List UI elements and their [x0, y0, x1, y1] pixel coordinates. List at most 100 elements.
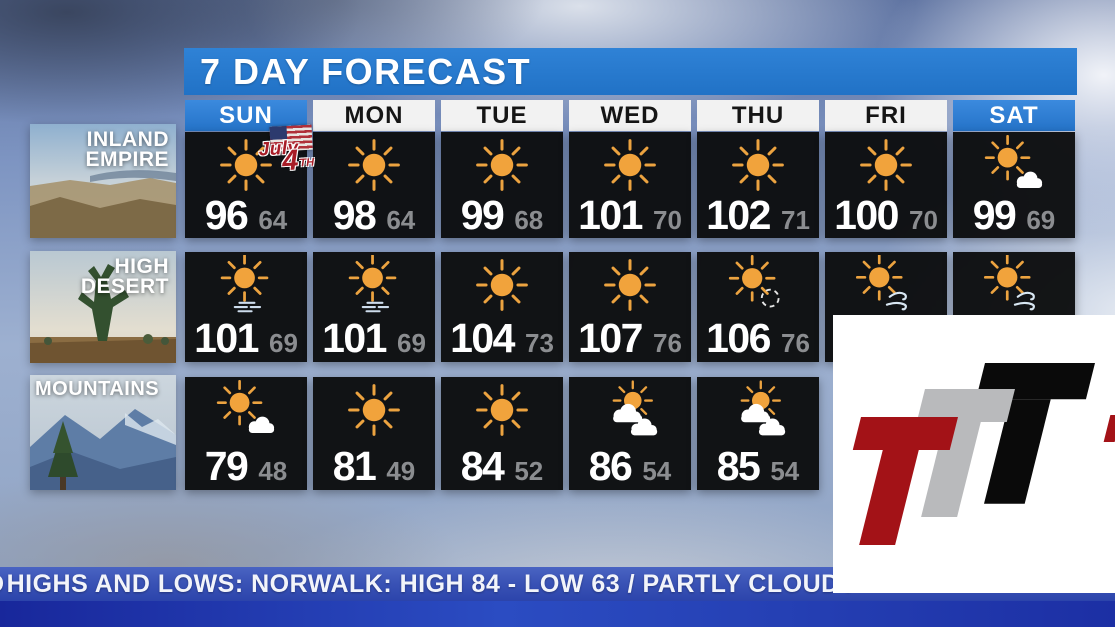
- badge-suffix: TH: [299, 156, 315, 170]
- lower-third-band: [0, 601, 1115, 627]
- region-label-line2: EMPIRE: [85, 147, 169, 171]
- sunny-windy-icon: [983, 255, 1035, 311]
- low-temp: 69: [269, 328, 298, 358]
- low-temp: 54: [642, 456, 672, 486]
- high-temp: 101: [322, 315, 387, 361]
- ticker-bar: D HIGHS AND LOWS: NORWALK: HIGH 84 - LOW…: [0, 567, 1115, 601]
- region-label: INLAND EMPIRE: [85, 128, 169, 171]
- sunny-icon: [348, 384, 400, 436]
- forecast-cell: 99 68: [441, 132, 563, 238]
- sunny-icon: [476, 384, 528, 436]
- region-tile-inland-empire: INLAND EMPIRE: [30, 124, 176, 238]
- high-temp: 81: [332, 443, 377, 489]
- day-header-wed: WED: [569, 100, 691, 131]
- forecast-cell: July 4 TH 96 64: [185, 124, 314, 238]
- badge-number: 4: [281, 144, 300, 178]
- sun-dashed-circle-icon: [728, 255, 780, 308]
- forecast-title: 7 DAY FORECAST: [200, 50, 532, 92]
- forecast-cell: 101 69: [313, 252, 435, 362]
- forecast-cell: 101 69: [185, 252, 307, 362]
- forecast-cell: 99 69: [953, 132, 1075, 238]
- sunny-haze-icon: [348, 255, 397, 313]
- station-logo: [833, 315, 1115, 593]
- low-temp: 64: [386, 205, 416, 235]
- mountains-photo: [30, 375, 176, 490]
- day-header-sun: SUN: [185, 100, 307, 131]
- mostly-sunny-icon: [216, 380, 275, 433]
- sunny-icon: [348, 139, 400, 191]
- sunny-icon: [476, 259, 528, 311]
- high-temp: 101: [578, 192, 643, 238]
- day-header-thu: THU: [697, 100, 819, 131]
- sunny-icon: [604, 139, 656, 191]
- forecast-cell: 104 73: [441, 252, 563, 362]
- forecast-cell: 102 71: [697, 132, 819, 238]
- day-header-fri: FRI: [825, 100, 947, 131]
- low-temp: 48: [258, 456, 288, 486]
- high-temp: 106: [706, 315, 771, 361]
- triple-t-logo-icon: [852, 363, 1096, 545]
- day-header-tue: TUE: [441, 100, 563, 131]
- forecast-cell: 81 49: [313, 377, 435, 490]
- ticker-text: HIGHS AND LOWS: NORWALK: HIGH 84 - LOW 6…: [6, 569, 857, 598]
- high-temp: 101: [194, 315, 259, 361]
- forecast-title-bar: 7 DAY FORECAST: [184, 48, 1077, 95]
- region-label-line2: DESERT: [80, 274, 169, 298]
- partly-cloudy-icon: [740, 380, 786, 436]
- day-header-mon: MON: [313, 100, 435, 131]
- high-temp: 104: [450, 315, 515, 361]
- region-tile-high-desert: HIGH DESERT: [30, 251, 176, 363]
- low-temp: 49: [386, 456, 416, 486]
- high-temp: 79: [204, 443, 249, 489]
- forecast-row-mountains: 79 48 81 49 84 52 86 54 85 54: [185, 377, 1075, 490]
- inland-empire-photo: [30, 124, 176, 238]
- low-temp: 68: [514, 205, 544, 235]
- low-temp: 64: [258, 205, 288, 235]
- sunny-haze-icon: [220, 255, 269, 313]
- low-temp: 70: [909, 205, 938, 235]
- low-temp: 69: [397, 328, 426, 358]
- day-header-sat: SAT: [953, 100, 1075, 131]
- forecast-cell: 84 52: [441, 377, 563, 490]
- forecast-row-inland-empire: July 4 TH 96 64 98 64 99 68 101 70 102 71 100…: [185, 124, 1075, 238]
- region-label: HIGH DESERT: [80, 255, 169, 298]
- forecast-cell: 79 48: [185, 377, 307, 490]
- region-label-line1: HIGH: [114, 255, 169, 278]
- sunny-icon: [476, 139, 528, 191]
- high-temp: 102: [706, 192, 771, 238]
- high-temp: 85: [716, 443, 761, 489]
- low-temp: 52: [514, 456, 544, 486]
- region-label-line1: INLAND: [86, 128, 169, 151]
- region-label: MOUNTAINS: [35, 378, 160, 400]
- forecast-cell: 106 76: [697, 252, 819, 362]
- low-temp: 69: [1026, 205, 1056, 235]
- low-temp: 73: [525, 328, 554, 358]
- low-temp: 76: [653, 328, 682, 358]
- low-temp: 70: [653, 205, 682, 235]
- region-label-line1: MOUNTAINS: [35, 378, 160, 400]
- high-temp: 100: [834, 192, 899, 238]
- forecast-row-high-desert: 101 69 101 69 104 73 107 76 106 76: [185, 252, 1075, 362]
- forecast-cell: 101 70: [569, 132, 691, 238]
- low-temp: 76: [781, 328, 810, 358]
- forecast-cell: 107 76: [569, 252, 691, 362]
- sunny-icon: [220, 139, 272, 191]
- low-temp: 54: [770, 456, 800, 486]
- july-4th-badge: July 4 TH: [256, 124, 317, 187]
- forecast-cell: 98 64: [313, 132, 435, 238]
- high-temp: 107: [578, 315, 643, 361]
- sunny-icon: [860, 139, 912, 191]
- forecast-cell: 100 70: [825, 132, 947, 238]
- high-temp: 86: [588, 443, 633, 489]
- high-temp: 98: [332, 192, 377, 238]
- forecast-cell: 85 54: [697, 377, 819, 490]
- forecast-cell: 86 54: [569, 377, 691, 490]
- mostly-sunny-icon: [984, 135, 1043, 188]
- high-temp: 99: [460, 192, 505, 238]
- sunny-icon: [732, 139, 784, 191]
- high-temp: 84: [460, 443, 505, 489]
- partly-cloudy-icon: [612, 380, 658, 436]
- high-desert-photo: [30, 251, 176, 363]
- high-temp: 96: [204, 192, 249, 238]
